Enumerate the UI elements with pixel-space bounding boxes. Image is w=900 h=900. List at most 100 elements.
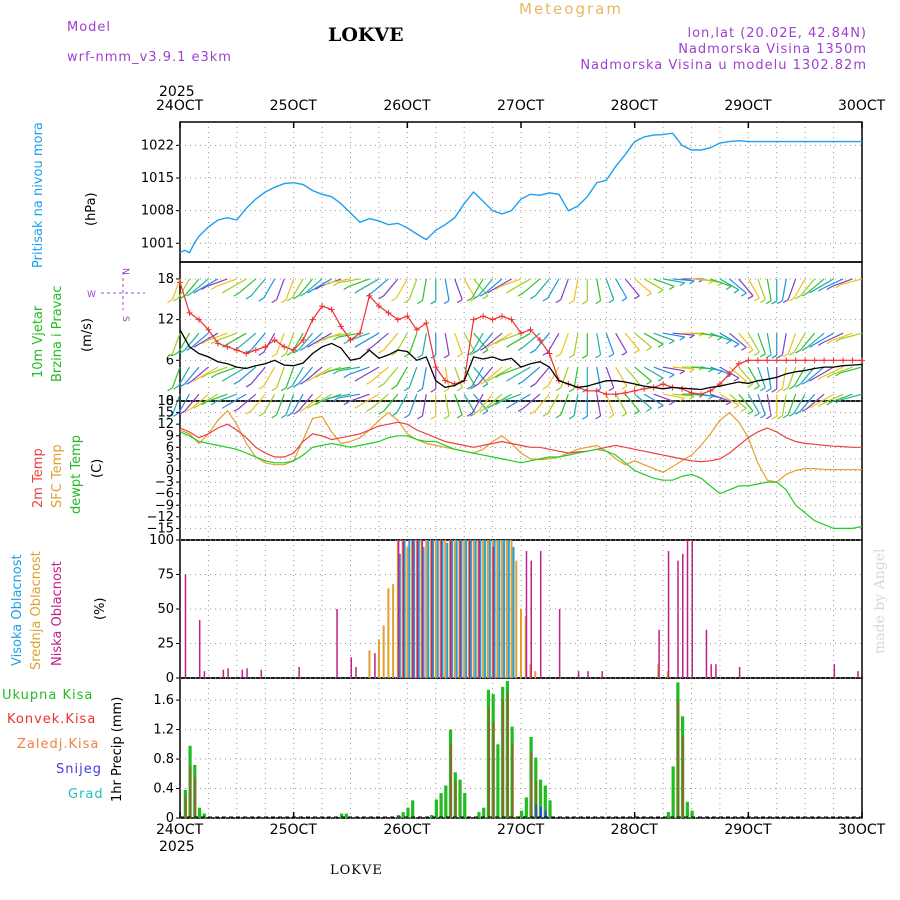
conv-precip-bar bbox=[194, 777, 197, 818]
wind-barb bbox=[184, 393, 200, 412]
wind-barb bbox=[285, 394, 295, 416]
wind-barb-tick bbox=[801, 380, 808, 385]
mid-cloud-bar bbox=[406, 546, 409, 678]
wind-barb-tick bbox=[271, 414, 277, 419]
wind-barb-tick bbox=[366, 407, 372, 412]
compass-south: S bbox=[120, 316, 130, 322]
wind-barb bbox=[421, 366, 427, 389]
mid-cloud-bar bbox=[534, 671, 537, 678]
footer-station: LOKVE bbox=[330, 863, 383, 878]
wind-barb bbox=[822, 366, 844, 377]
wind-barb-tick bbox=[482, 295, 489, 300]
wind-barb bbox=[359, 332, 380, 345]
wind-barb-tick bbox=[293, 349, 299, 354]
wind-barb bbox=[454, 278, 463, 300]
wind-barb bbox=[800, 366, 816, 385]
legend-graupel: Grad bbox=[68, 787, 104, 802]
wind-barb bbox=[184, 278, 200, 297]
wind-barb bbox=[831, 366, 853, 376]
wind-barb-tick bbox=[315, 340, 321, 345]
wind-barb-tick bbox=[679, 282, 686, 287]
wind-barb bbox=[383, 366, 399, 385]
wind-barb bbox=[787, 366, 797, 388]
gust-marker bbox=[499, 313, 506, 320]
wind-barb bbox=[291, 278, 304, 299]
wind-barb bbox=[226, 332, 247, 345]
wind-barb bbox=[276, 366, 285, 388]
wind-barb-tick bbox=[733, 289, 740, 294]
wind-barb bbox=[573, 333, 579, 355]
wind-barb bbox=[781, 366, 787, 389]
wind-barb bbox=[766, 278, 772, 301]
wind-barb bbox=[171, 366, 181, 388]
gust-marker bbox=[233, 347, 240, 354]
wind-barb bbox=[573, 366, 579, 389]
total-precip-bar bbox=[197, 807, 202, 818]
wind-barb-tick bbox=[391, 297, 397, 302]
wind-barb bbox=[226, 278, 247, 291]
wind-barb bbox=[226, 366, 247, 379]
wind-barb-tick bbox=[378, 295, 385, 300]
gust-marker bbox=[584, 387, 591, 394]
gust-marker bbox=[631, 387, 638, 394]
conv-precip-bar bbox=[449, 744, 452, 818]
y-tick-label: 18 bbox=[157, 394, 174, 409]
y-tick-label: 25 bbox=[157, 637, 174, 652]
wind-barb-tick bbox=[258, 351, 265, 356]
wind-barb-tick bbox=[466, 297, 473, 302]
wind-barb-tick bbox=[280, 387, 287, 392]
wind-barb bbox=[492, 366, 512, 379]
wind-barb bbox=[534, 278, 550, 297]
mid-cloud-bar bbox=[482, 540, 485, 678]
mid-cloud-bar bbox=[434, 540, 437, 678]
wind-barb bbox=[371, 366, 389, 382]
wind-barb bbox=[444, 366, 450, 389]
wind-barb-tick bbox=[456, 414, 463, 419]
wind-barb-tick bbox=[689, 334, 695, 339]
wind-barb bbox=[477, 332, 494, 351]
total-precip-bar bbox=[411, 800, 415, 818]
wind-barb bbox=[596, 333, 602, 355]
conv-precip-bar bbox=[682, 736, 685, 818]
y-tick-label: −9 bbox=[155, 498, 174, 513]
wind-barb-tick bbox=[668, 374, 675, 379]
low-cloud-bar bbox=[184, 574, 187, 678]
wind-barb-tick bbox=[771, 354, 778, 359]
wind-barb-tick bbox=[391, 385, 397, 390]
wind-barb bbox=[359, 393, 380, 406]
chart-title: Meteogram bbox=[519, 0, 623, 18]
wind-barb-tick bbox=[760, 414, 766, 419]
wind-barb bbox=[615, 393, 628, 414]
wind-barb-tick bbox=[482, 383, 489, 388]
wind-barb bbox=[304, 366, 323, 382]
gust-marker bbox=[195, 316, 202, 323]
gust-marker bbox=[821, 357, 828, 364]
wind-barb-tick bbox=[495, 285, 501, 290]
mid-cloud-bar bbox=[444, 540, 447, 678]
low-cloud-bar bbox=[227, 668, 229, 678]
wind-barb-tick bbox=[173, 412, 179, 417]
wind-barb bbox=[500, 332, 522, 342]
wind-barb bbox=[312, 278, 332, 291]
wind-barb-tick bbox=[555, 299, 562, 304]
total-precip-bar bbox=[344, 813, 348, 818]
x-tick-label: 27OCT bbox=[497, 98, 545, 114]
wind-barb-tick bbox=[466, 385, 473, 390]
total-precip-bar bbox=[671, 766, 675, 818]
wind-barb-tick bbox=[634, 349, 640, 354]
legend-snow: Snijeg bbox=[56, 762, 102, 777]
wind-barb bbox=[800, 332, 816, 351]
wind-barb bbox=[338, 278, 361, 284]
wind-barb bbox=[729, 278, 747, 294]
wind-barb-tick bbox=[167, 353, 173, 358]
wind-barb-tick bbox=[286, 351, 293, 356]
gust-marker bbox=[262, 343, 269, 350]
wind-barb bbox=[444, 394, 450, 416]
wind-barb-tick bbox=[456, 353, 463, 358]
gust-marker bbox=[338, 323, 345, 330]
wind-barb-tick bbox=[443, 415, 450, 420]
total-precip-bar bbox=[548, 800, 552, 818]
wind-barb bbox=[338, 393, 361, 399]
wind-barb bbox=[710, 278, 732, 288]
wind-barb-tick bbox=[179, 349, 186, 354]
